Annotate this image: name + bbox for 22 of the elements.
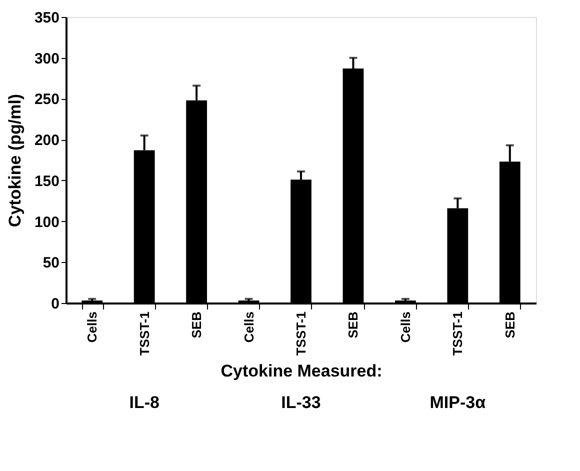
x-tick-label: Cells (84, 312, 100, 343)
x-tick-label: TSST-1 (136, 312, 152, 356)
y-tick-label: 0 (51, 296, 60, 312)
y-tick-label: 150 (34, 172, 60, 190)
y-tick-label: 250 (34, 91, 60, 108)
x-tick-label: Cells (398, 312, 413, 343)
x-tick-label: TSST-1 (294, 312, 308, 356)
x-tick-label: SEB (189, 312, 204, 338)
y-tick-label: 200 (34, 132, 60, 150)
y-tick-label: 350 (34, 10, 60, 26)
y-tick-label: 50 (42, 254, 60, 272)
y-tick-label: 300 (34, 50, 60, 68)
x-tick-label: Cells (241, 312, 256, 343)
text: IL-33 (281, 393, 321, 412)
text: MIP-3α (430, 393, 486, 412)
y-axis-title: Cytokine (pg/ml) (5, 94, 24, 228)
x-tick-label: SEB (346, 312, 361, 338)
x-axis-title: Cytokine Measured: (220, 362, 382, 381)
y-tick-label: 100 (34, 214, 60, 231)
text: IL-8 (129, 393, 160, 412)
x-tick-label: SEB (502, 312, 518, 338)
x-tick-label: TSST-1 (450, 312, 466, 356)
